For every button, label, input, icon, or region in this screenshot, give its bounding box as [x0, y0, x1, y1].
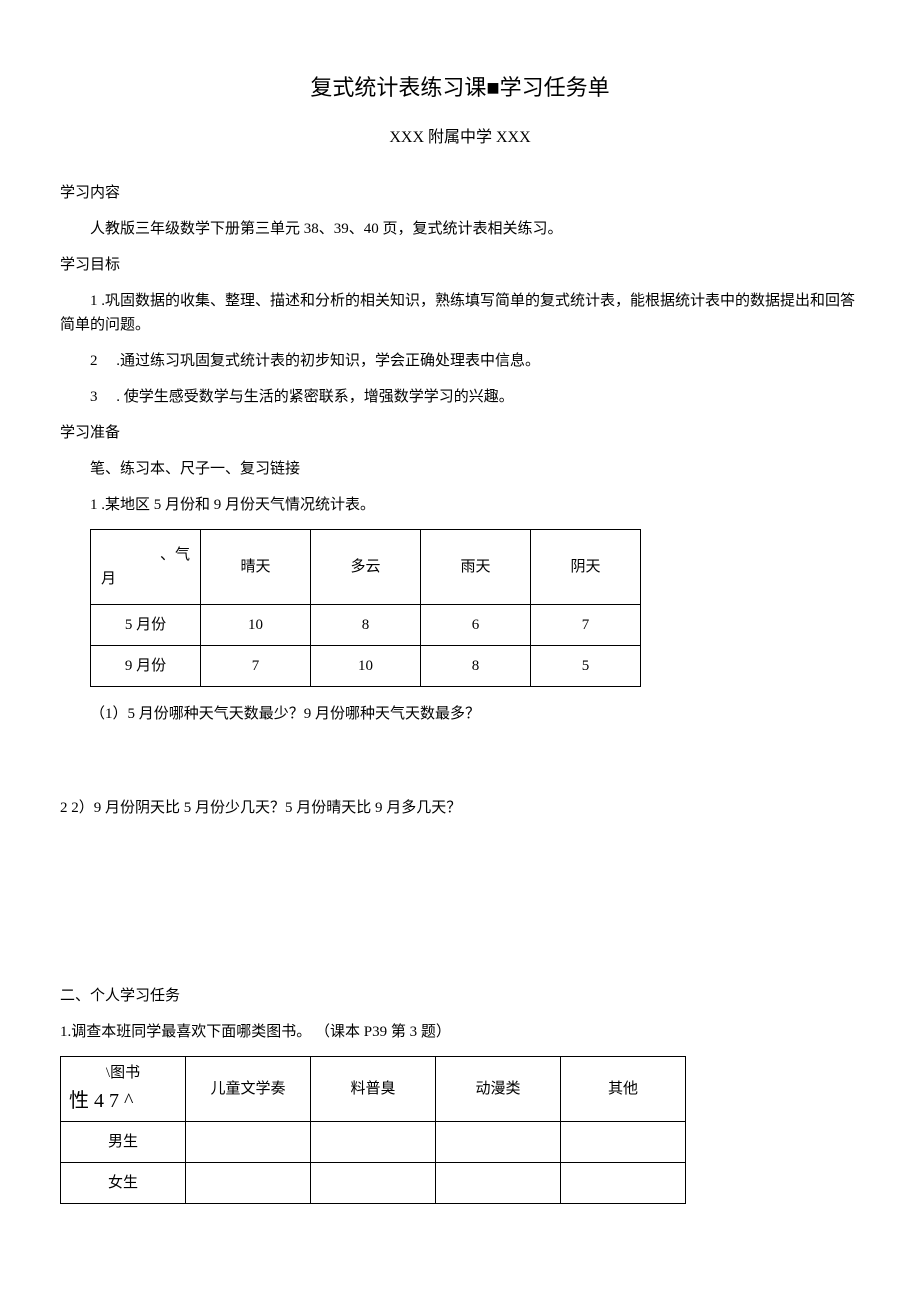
table-row-label: 9 月份 — [91, 645, 201, 686]
table-cell: 6 — [421, 604, 531, 645]
table-row: 5 月份 10 8 6 7 — [91, 604, 641, 645]
table-row: 女生 — [61, 1162, 686, 1203]
table-cell — [436, 1121, 561, 1162]
table-header-row: \图书 性 4 7 ^ 儿童文学奏 料普臭 动漫类 其他 — [61, 1056, 686, 1121]
table-cell — [186, 1121, 311, 1162]
table-cell — [186, 1162, 311, 1203]
prep-heading: 学习准备 — [60, 421, 860, 445]
table-cell — [561, 1162, 686, 1203]
table-col-header: 其他 — [561, 1056, 686, 1121]
table-row: 男生 — [61, 1121, 686, 1162]
document-title: 复式统计表练习课■学习任务单 — [60, 70, 860, 105]
table-col-header: 晴天 — [201, 529, 311, 604]
table-row-label: 男生 — [61, 1121, 186, 1162]
table-cell: 10 — [201, 604, 311, 645]
table-cell: 7 — [201, 645, 311, 686]
table-corner-cell: \图书 性 4 7 ^ — [61, 1056, 186, 1121]
table-col-header: 动漫类 — [436, 1056, 561, 1121]
goal-3-text: . 使学生感受数学与生活的紧密联系，增强数学学习的兴趣。 — [113, 389, 514, 405]
table-cell: 10 — [311, 645, 421, 686]
table-col-header: 儿童文学奏 — [186, 1056, 311, 1121]
table-col-header: 阴天 — [531, 529, 641, 604]
goal-2-text: .通过练习巩固复式统计表的初步知识，学会正确处理表中信息。 — [113, 353, 541, 369]
table-cell: 5 — [531, 645, 641, 686]
table-cell — [561, 1121, 686, 1162]
task2-item1: 1.调查本班同学最喜欢下面哪类图书。 （课本 P39 第 3 题） — [60, 1020, 860, 1044]
content-body: 人教版三年级数学下册第三单元 38、39、40 页，复式统计表相关练习。 — [60, 217, 860, 241]
table-col-header: 多云 — [311, 529, 421, 604]
book-survey-table: \图书 性 4 7 ^ 儿童文学奏 料普臭 动漫类 其他 男生 女生 — [60, 1056, 686, 1204]
content-heading: 学习内容 — [60, 181, 860, 205]
answer-space — [60, 736, 860, 796]
table-cell: 8 — [421, 645, 531, 686]
task2-heading: 二、个人学习任务 — [60, 984, 860, 1008]
table-row: 9 月份 7 10 8 5 — [91, 645, 641, 686]
goal-heading: 学习目标 — [60, 253, 860, 277]
table-corner-cell: 、气 月 — [91, 529, 201, 604]
exercise1-title: 1 .某地区 5 月份和 9 月份天气情况统计表。 — [60, 493, 860, 517]
goal-2-number: 2 — [90, 349, 113, 373]
table-row-label: 5 月份 — [91, 604, 201, 645]
corner-bottom-label: 性 4 7 ^ — [69, 1085, 177, 1117]
table-col-header: 雨天 — [421, 529, 531, 604]
goal-3-number: 3 — [90, 385, 113, 409]
goal-item-1: 1 .巩固数据的收集、整理、描述和分析的相关知识，熟练填写简单的复式统计表，能根… — [60, 289, 860, 337]
prep-body: 笔、练习本、尺子一、复习链接 — [60, 457, 860, 481]
goal-item-3: 3 . 使学生感受数学与生活的紧密联系，增强数学学习的兴趣。 — [60, 385, 860, 409]
table-cell — [311, 1121, 436, 1162]
table-cell — [311, 1162, 436, 1203]
table-header-row: 、气 月 晴天 多云 雨天 阴天 — [91, 529, 641, 604]
table-cell — [436, 1162, 561, 1203]
table-cell: 7 — [531, 604, 641, 645]
table-cell: 8 — [311, 604, 421, 645]
corner-bottom-label: 月 — [101, 567, 190, 591]
question-2: 2 2）9 月份阴天比 5 月份少几天？5 月份晴天比 9 月多几天？ — [60, 796, 860, 820]
weather-table: 、气 月 晴天 多云 雨天 阴天 5 月份 10 8 6 7 9 月份 7 10… — [90, 529, 641, 687]
answer-space — [60, 832, 860, 972]
document-subtitle: XXX 附属中学 XXX — [60, 125, 860, 151]
table-row-label: 女生 — [61, 1162, 186, 1203]
corner-top-label: \图书 — [69, 1061, 177, 1085]
table-col-header: 料普臭 — [311, 1056, 436, 1121]
corner-top-label: 、气 — [101, 543, 190, 567]
question-1: （1）5 月份哪种天气天数最少？9 月份哪种天气天数最多？ — [90, 702, 860, 726]
goal-item-2: 2 .通过练习巩固复式统计表的初步知识，学会正确处理表中信息。 — [60, 349, 860, 373]
